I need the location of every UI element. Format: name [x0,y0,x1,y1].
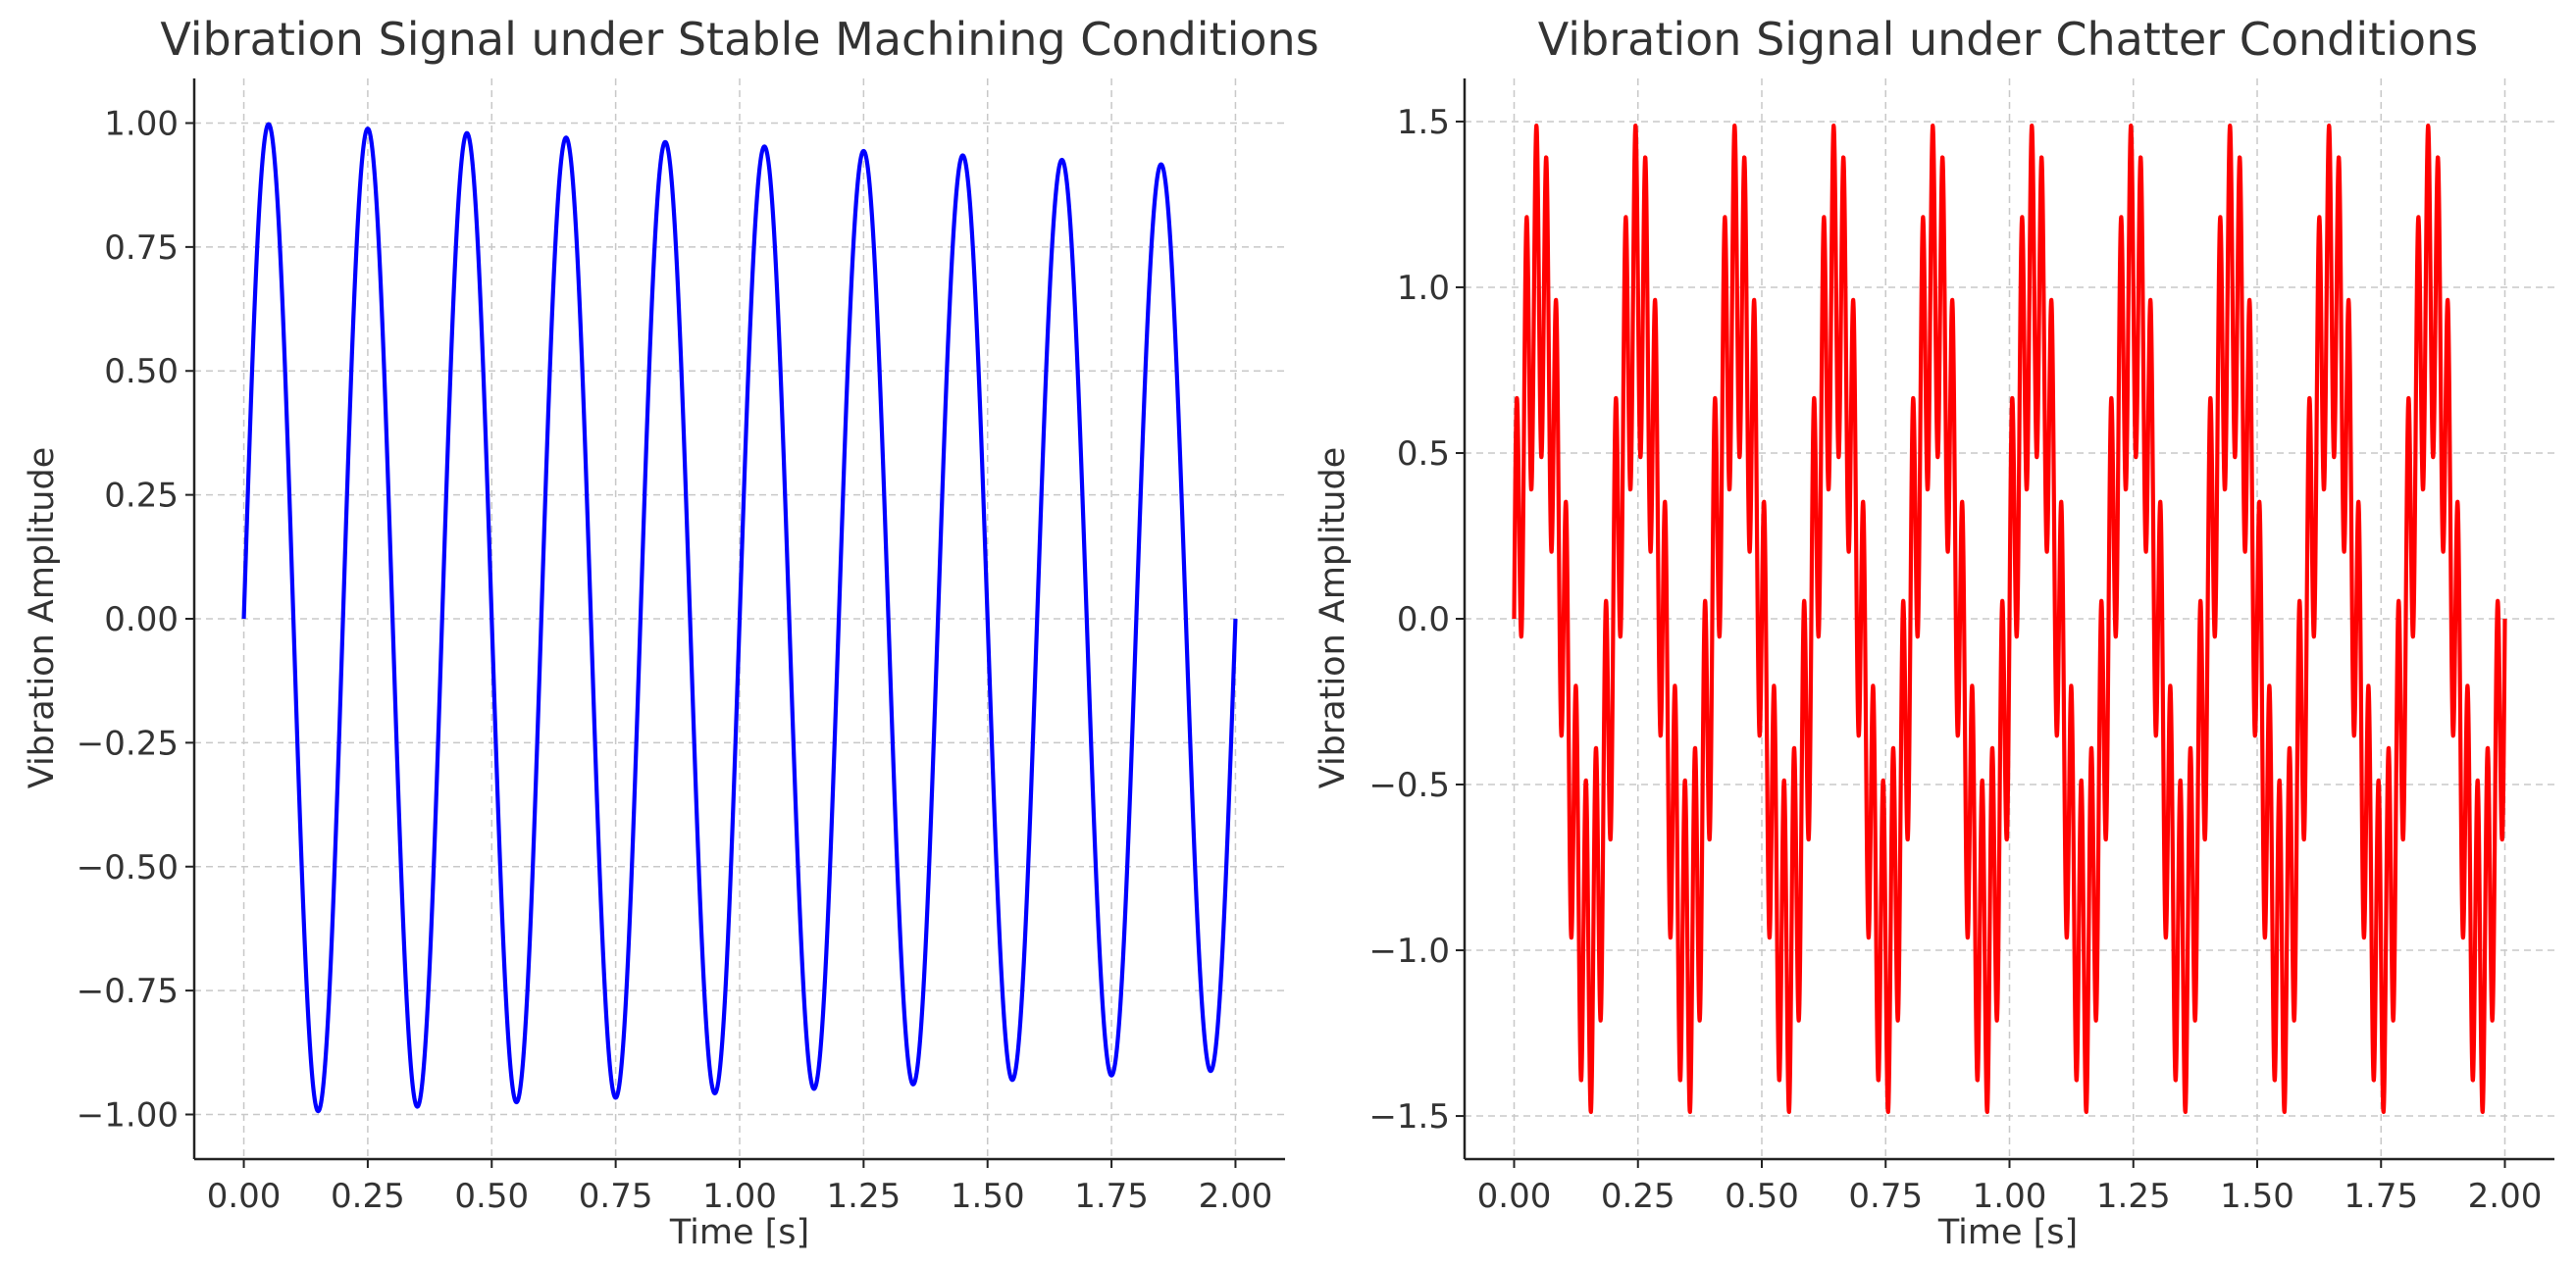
stable-x-tick-label: 0.50 [454,1177,529,1216]
chatter-x-tick-label: 1.75 [2344,1177,2418,1216]
chatter-y-tick-label: 0.0 [1397,600,1450,639]
stable-y-ticks: −1.00 −0.75 −0.50 −0.25 0.00 0.25 0.50 0.75 1.00 [77,104,194,1136]
chatter-chart-title: Vibration Signal under Chatter Condition… [1538,13,2478,66]
chatter-y-tick-label: 0.5 [1397,434,1450,474]
chatter-y-tick-label: −1.0 [1368,932,1450,971]
chatter-x-tick-label: 1.50 [2220,1177,2294,1216]
chatter-signal-line [1512,124,2507,1114]
stable-y-tick-label: 0.75 [104,228,179,268]
stable-x-tick-label: 0.75 [579,1177,653,1216]
stable-x-ticks: 0.00 0.25 0.50 0.75 1.00 1.25 1.50 1.75 2.00 [207,1159,1273,1216]
stable-gridlines [194,78,1285,1159]
chatter-x-tick-label: 1.00 [1973,1177,2047,1216]
chatter-y-tick-label: 1.0 [1397,269,1450,308]
stable-chart: Vibration Signal under Stable Machining … [23,13,1319,1252]
stable-y-tick-label: −0.25 [77,724,179,763]
stable-y-axis-label: Vibration Amplitude [23,447,62,788]
stable-x-axis-label: Time [s] [669,1213,809,1252]
chatter-y-ticks: −1.5 −1.0 −0.5 0.0 0.5 1.0 1.5 [1368,103,1465,1137]
chatter-y-axis-label: Vibration Amplitude [1314,447,1353,788]
chatter-x-tick-label: 2.00 [2468,1177,2543,1216]
stable-y-tick-label: 1.00 [104,104,179,143]
chatter-x-tick-label: 0.75 [1848,1177,1923,1216]
stable-x-tick-label: 1.50 [951,1177,1025,1216]
chatter-chart: Vibration Signal under Chatter Condition… [1314,13,2554,1252]
chatter-y-tick-label: 1.5 [1397,103,1450,142]
chatter-x-tick-label: 1.25 [2096,1177,2171,1216]
stable-x-tick-label: 0.00 [207,1177,282,1216]
stable-y-tick-label: −1.00 [77,1096,179,1136]
chatter-x-tick-label: 0.25 [1601,1177,1675,1216]
stable-x-tick-label: 0.25 [331,1177,405,1216]
stable-x-tick-label: 2.00 [1199,1177,1273,1216]
stable-y-tick-label: 0.50 [104,352,179,391]
stable-chart-title: Vibration Signal under Stable Machining … [160,13,1318,66]
chatter-x-ticks: 0.00 0.25 0.50 0.75 1.00 1.25 1.50 1.75 2.00 [1477,1159,2543,1216]
stable-y-tick-label: −0.50 [77,848,179,887]
chatter-x-axis-label: Time [s] [1937,1213,2078,1252]
chatter-x-tick-label: 0.00 [1477,1177,1552,1216]
stable-signal-line [241,122,1238,1114]
stable-y-tick-label: 0.25 [104,477,179,516]
stable-x-tick-label: 1.00 [702,1177,777,1216]
stable-axes-spines [192,78,1285,1161]
stable-y-tick-label: 0.00 [104,600,179,639]
stable-x-tick-label: 1.75 [1074,1177,1149,1216]
chatter-axes-spines [1463,78,2554,1161]
stable-x-tick-label: 1.25 [827,1177,902,1216]
chatter-x-tick-label: 0.50 [1725,1177,1799,1216]
stable-y-tick-label: −0.75 [77,972,179,1011]
chatter-y-tick-label: −0.5 [1368,766,1450,805]
chatter-y-tick-label: −1.5 [1368,1097,1450,1137]
